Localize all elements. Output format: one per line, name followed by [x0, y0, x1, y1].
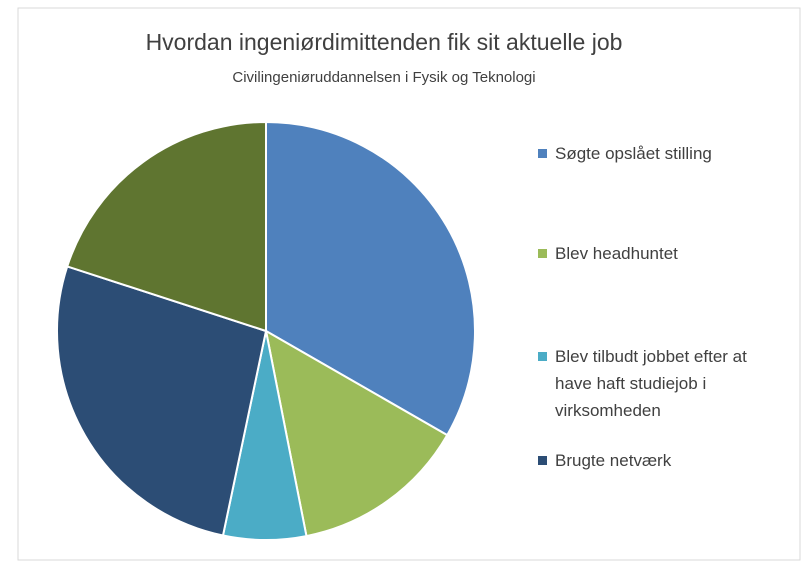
legend-item: Blev tilbudt jobbet efter at have haft s…: [538, 343, 788, 424]
legend-swatch: [538, 352, 547, 361]
legend-swatch: [538, 249, 547, 258]
legend-swatch: [538, 456, 547, 465]
legend-label: Brugte netværk: [555, 451, 672, 470]
legend-label: Blev headhuntet: [555, 244, 678, 263]
pie-slice: [264, 329, 449, 538]
chart-title: Hvordan ingeniørdimittenden fik sit aktu…: [146, 29, 623, 55]
pie-slice: [56, 265, 268, 537]
legend-item: Brugte netværk: [538, 447, 788, 474]
legend-item: Søgte opslået stilling: [538, 140, 788, 167]
legend-label: Søgte opslået stilling: [555, 144, 712, 163]
legend-label: Blev tilbudt jobbet efter at have haft s…: [555, 347, 747, 420]
legend-item: Blev headhuntet: [538, 240, 788, 267]
pie-slice: [265, 120, 476, 437]
legend-swatch: [538, 149, 547, 158]
pie-slice: [65, 120, 267, 333]
chart-subtitle: Civilingeniøruddannelsen i Fysik og Tekn…: [232, 69, 535, 86]
